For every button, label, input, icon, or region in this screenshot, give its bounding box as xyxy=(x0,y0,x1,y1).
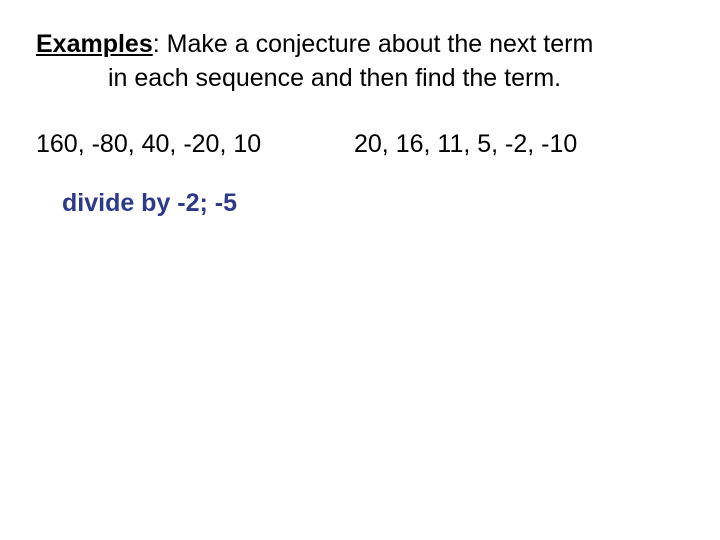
left-sequence: 160, -80, 40, -20, 10 xyxy=(36,130,346,159)
right-column: 20, 16, 11, 5, -2, -10 xyxy=(346,130,684,218)
examples-text-line2: in each sequence and then find the term. xyxy=(36,62,684,96)
left-answer: divide by -2; -5 xyxy=(36,189,346,218)
left-column: 160, -80, 40, -20, 10 divide by -2; -5 xyxy=(36,130,346,218)
slide: Examples: Make a conjecture about the ne… xyxy=(0,0,720,218)
right-sequence: 20, 16, 11, 5, -2, -10 xyxy=(354,130,684,159)
examples-header: Examples: Make a conjecture about the ne… xyxy=(36,28,684,96)
content-columns: 160, -80, 40, -20, 10 divide by -2; -5 2… xyxy=(36,130,684,218)
examples-text-line1: : Make a conjecture about the next term xyxy=(153,30,594,58)
examples-label: Examples xyxy=(36,30,153,58)
